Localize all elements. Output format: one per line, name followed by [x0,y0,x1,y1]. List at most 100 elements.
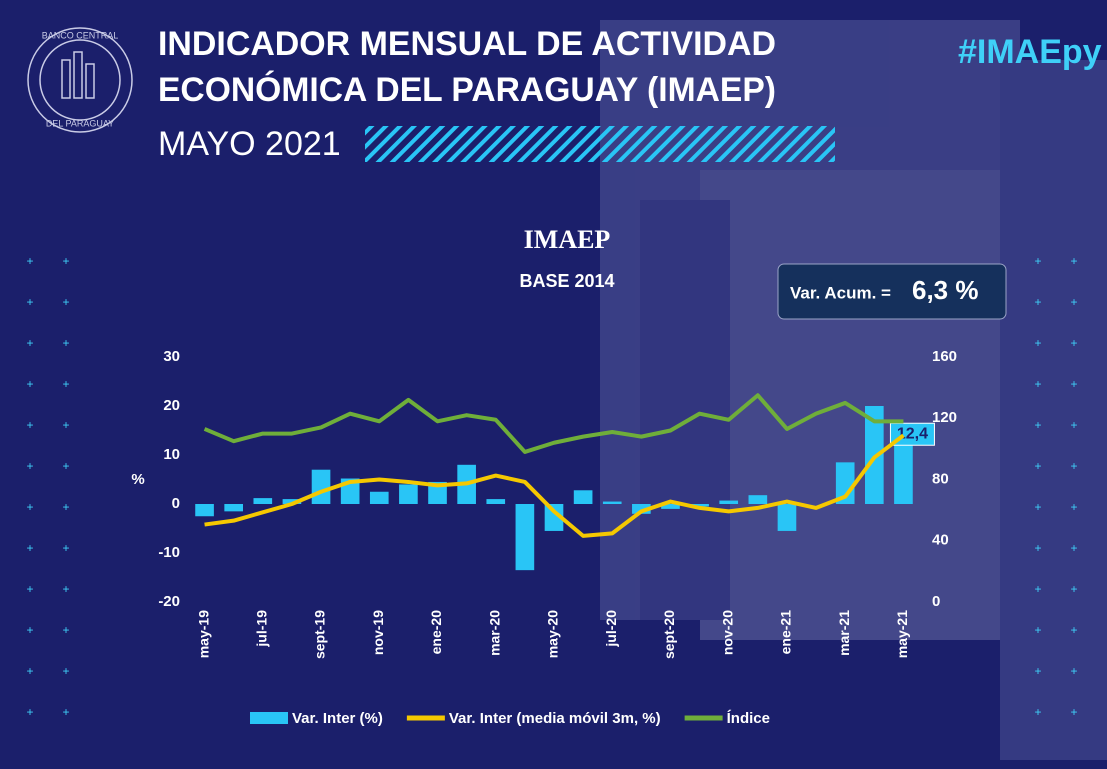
plus: + [62,500,69,514]
logo-text: BANCO CENTRAL [42,30,119,40]
value-label: 12,4 [897,425,928,442]
x-tick-label: jul-19 [254,610,270,648]
plus: + [1034,295,1041,309]
plus: + [1070,459,1077,473]
legend-label: Var. Inter (%) [292,710,383,727]
y2-tick-label: 160 [932,348,957,365]
chart-title: IMAEP [524,225,611,254]
bar [486,499,506,504]
value-label-box [889,422,935,446]
plus: + [1034,254,1041,268]
bar [573,490,593,504]
plus: + [1034,541,1041,555]
plus: + [26,295,33,309]
y2-tick-label: 0 [932,593,940,610]
bar [632,504,651,514]
plus: + [1070,664,1077,678]
plus: + [62,664,69,678]
y-tick-label: 0 [172,495,180,512]
plus: + [1034,336,1041,350]
title: INDICADOR MENSUAL DE ACTIVIDAD [158,25,776,63]
x-tick-label: nov-19 [370,610,386,655]
logo [27,27,133,133]
plus: + [26,336,33,350]
bar [544,504,564,531]
annotation-value: 6,3 % [912,275,979,305]
annotation-box [777,263,1007,320]
hashtag: #IMAEpy [958,33,1102,71]
plus: + [26,623,33,637]
plus: + [26,500,33,514]
bar [719,500,739,504]
bar [224,504,243,512]
bar [748,495,768,504]
plus: + [1070,541,1077,555]
y2-tick-label: 40 [932,532,949,549]
plus: + [1034,623,1041,637]
plus: + [62,418,69,432]
x-tick-label: ene-20 [428,610,444,655]
y2-tick-label: 120 [932,409,957,426]
bar [894,443,913,504]
logo-text: DEL PARAGUAY [46,118,114,128]
x-tick-label: sept-19 [312,610,328,659]
x-tick-label: sept-20 [661,610,677,659]
plus: + [1070,705,1077,719]
y-axis-label: % [131,471,144,488]
plus: + [62,336,69,350]
plus: + [62,541,69,555]
plus: + [62,254,69,268]
plus: + [1034,418,1041,432]
building [600,20,1107,760]
plus: + [1034,582,1041,596]
bar [602,501,622,504]
y-tick-label: 30 [163,348,180,365]
plus: + [26,254,33,268]
line [204,433,905,538]
legend-swatch [250,712,288,724]
x-tick-label: nov-20 [719,610,735,655]
decoration: + + + + + + + + + + + + + + + + + + + + + + + + + + + + + + + + + + + + + + + +… [26,254,1077,719]
bar [428,481,447,504]
y-tick-label: -10 [158,544,180,561]
plus: + [1070,336,1077,350]
plus: + [1070,295,1077,309]
y-tick-label: -20 [158,593,180,610]
plus: + [26,377,33,391]
x-tick-label: jul-20 [603,610,619,648]
title: ECONÓMICA DEL PARAGUAY (IMAEP) [158,71,776,109]
bar [282,499,302,504]
plus: + [1034,459,1041,473]
plus: + [26,459,33,473]
plus: + [1070,623,1077,637]
legend: Var. Inter (%) Var. Inter (media móvil 3m… [250,710,770,727]
annotation-label: Var. Acum. = [790,283,891,302]
plus: + [26,664,33,678]
plus: + [26,418,33,432]
bar [369,491,389,504]
plus: + [1070,582,1077,596]
plus: + [1070,418,1077,432]
x-tick-label: ene-21 [778,610,794,655]
plus: + [62,459,69,473]
legend-label: Var. Inter (media móvil 3m, %) [449,710,661,727]
plot: -20 -10 0 10 20 30 0 40 80 120 160 may-19 jul-19 sept… [158,348,957,659]
plus: + [26,705,33,719]
x-tick-label: may-21 [894,610,910,658]
legend-label: Índice [727,710,770,727]
plus: + [62,705,69,719]
plus: + [62,377,69,391]
plus: + [62,295,69,309]
plus: + [1070,377,1077,391]
bar [515,504,535,571]
x-tick-label: mar-21 [836,610,852,656]
bar [777,504,797,531]
stripes [365,126,835,162]
plus: + [1034,377,1041,391]
bar [661,504,680,509]
plus: + [1034,664,1041,678]
x-tick-label: mar-20 [486,610,502,656]
bar [311,469,331,504]
